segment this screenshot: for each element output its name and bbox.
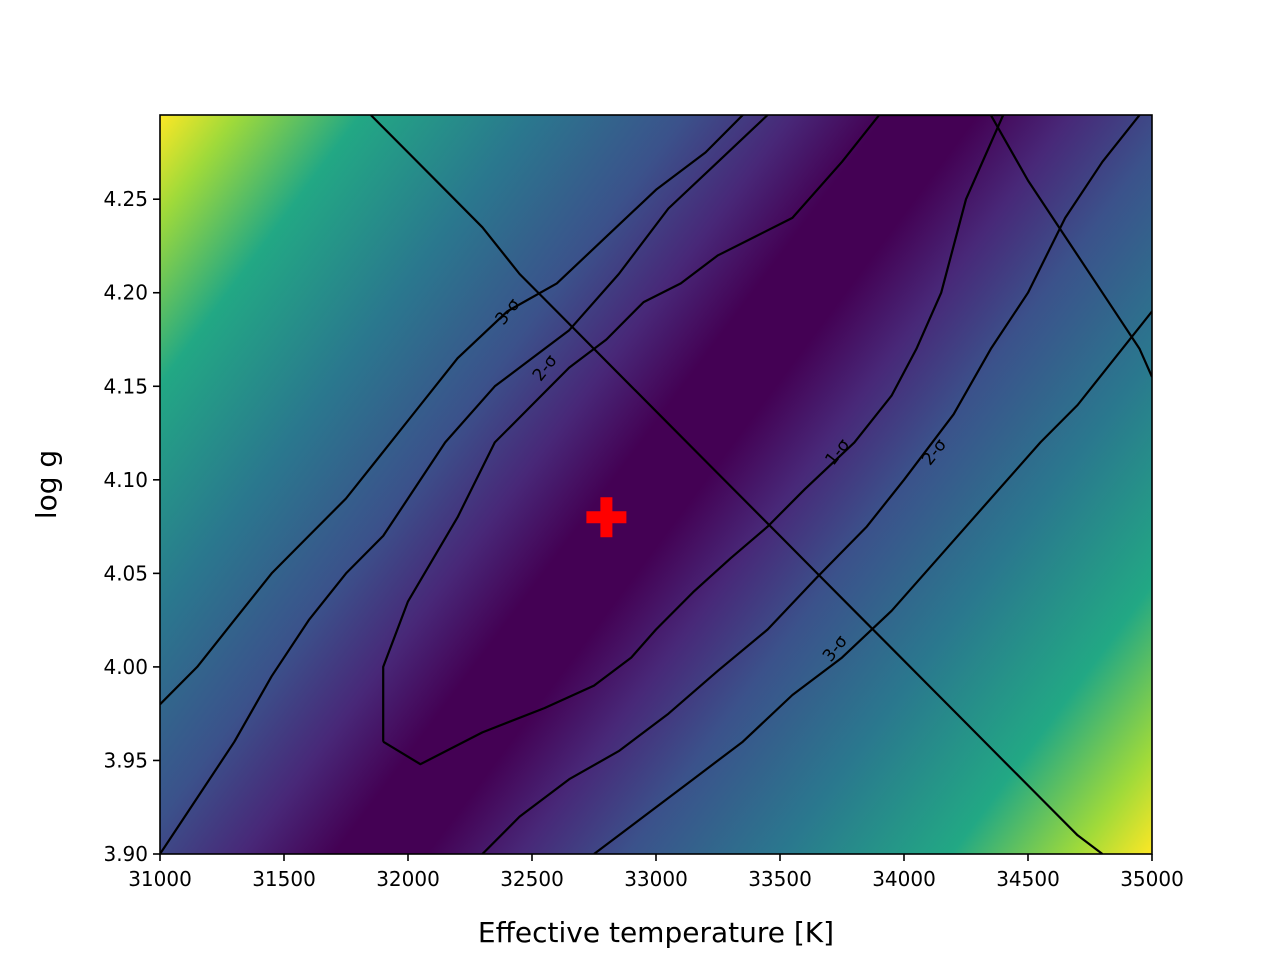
y-tick-label: 4.10 [103, 468, 148, 492]
x-tick-label: 31000 [128, 867, 192, 891]
y-tick-label: 4.05 [103, 561, 148, 585]
y-axis: 3.90 3.95 4.00 4.05 4.10 4.15 4.20 4.25 [103, 187, 160, 866]
contour-line-3 [160, 115, 744, 706]
contour-line-5 [989, 115, 1152, 378]
contour-line-4 [593, 310, 1152, 854]
x-tick-label: 35000 [1120, 867, 1184, 891]
heatmap-background [160, 115, 1152, 854]
y-tick-label: 4.15 [103, 374, 148, 398]
y-axis-title: log g [30, 450, 63, 519]
contour-line-6 [370, 115, 1104, 854]
best-fit-marker [586, 497, 627, 538]
contour-line-2 [481, 115, 1141, 854]
x-tick-label: 34000 [872, 867, 936, 891]
y-tick-label: 4.00 [103, 655, 148, 679]
x-tick-label: 31500 [252, 867, 316, 891]
plot-area: 1-σ2-σ2-σ3-σ3-σ [159, 114, 1153, 855]
x-tick-label: 33500 [748, 867, 812, 891]
y-tick-label: 4.20 [103, 281, 148, 305]
x-tick-label: 33000 [624, 867, 688, 891]
contour-line-0 [382, 115, 1005, 766]
x-axis-title: Effective temperature [K] [478, 916, 834, 949]
x-tick-label: 34500 [996, 867, 1060, 891]
x-tick-label: 32500 [500, 867, 564, 891]
contour-line-1 [160, 115, 769, 854]
contour-lines [160, 115, 1152, 854]
x-tick-label: 32000 [376, 867, 440, 891]
y-tick-label: 4.25 [103, 187, 148, 211]
x-axis: 31000 31500 32000 32500 33000 33500 34000 34500… [128, 854, 1184, 891]
y-tick-label: 3.90 [103, 842, 148, 866]
y-tick-label: 3.95 [103, 748, 148, 772]
